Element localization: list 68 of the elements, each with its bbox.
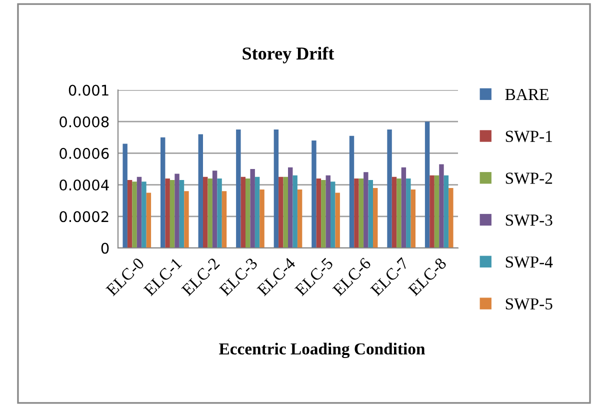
bar — [358, 178, 364, 248]
bar — [297, 190, 302, 248]
bar — [364, 172, 368, 248]
bar — [170, 180, 175, 248]
bar — [274, 130, 279, 248]
y-tick-label: 0.0004 — [60, 180, 109, 191]
bar — [410, 190, 416, 248]
bar — [448, 188, 454, 248]
bar — [401, 167, 406, 248]
legend-label: SWP-4 — [506, 256, 553, 268]
bar — [254, 176, 260, 248]
bar — [179, 180, 184, 248]
bar — [142, 182, 146, 248]
bar — [198, 134, 203, 248]
legend-label: SWP-5 — [506, 298, 552, 310]
bar — [122, 144, 128, 248]
bar — [387, 130, 392, 248]
bar — [278, 176, 284, 248]
y-tick-label: 0.0008 — [60, 116, 109, 128]
bar — [217, 178, 222, 248]
bar — [434, 175, 440, 248]
bar — [246, 178, 250, 248]
bar — [236, 130, 241, 248]
bar — [165, 178, 170, 248]
bar — [396, 178, 402, 248]
bar — [146, 192, 152, 248]
bar — [250, 169, 255, 248]
bar — [203, 176, 208, 248]
bar — [288, 167, 293, 248]
bar — [406, 178, 411, 248]
bar — [132, 182, 137, 248]
bar — [392, 176, 397, 248]
bar — [424, 122, 430, 248]
x-axis-title: Eccentric Loading Condition — [219, 342, 425, 358]
legend-label: SWP-2 — [506, 172, 552, 184]
bar — [439, 164, 444, 248]
legend-label: SWP-1 — [506, 130, 552, 142]
bar — [444, 175, 449, 248]
y-tick-label: 0 — [101, 242, 109, 254]
bar — [240, 176, 246, 248]
y-tick-label: 0.001 — [68, 84, 108, 96]
bar — [127, 180, 132, 248]
bar — [184, 191, 189, 248]
bar — [174, 174, 180, 248]
bar — [354, 178, 359, 248]
bar — [349, 136, 354, 248]
y-tick-label: 0.0002 — [60, 211, 108, 222]
bar — [222, 191, 227, 248]
bar — [283, 176, 288, 248]
bar — [160, 137, 166, 248]
bar — [212, 170, 218, 248]
bar — [321, 180, 326, 248]
legend-label: SWP-3 — [506, 214, 552, 226]
legend-label: BARE — [505, 88, 548, 100]
bar — [312, 140, 316, 248]
bar — [368, 180, 373, 248]
bar — [330, 182, 336, 248]
bar — [373, 188, 378, 248]
bar — [326, 175, 330, 248]
bar — [430, 175, 434, 248]
chart-title: Storey Drift — [242, 46, 334, 64]
bar — [208, 178, 212, 248]
y-tick-label: 0.0006 — [60, 148, 109, 159]
bar — [260, 190, 264, 248]
bar — [136, 176, 142, 248]
bar — [292, 175, 298, 248]
bar — [316, 178, 322, 248]
bar — [335, 192, 340, 248]
